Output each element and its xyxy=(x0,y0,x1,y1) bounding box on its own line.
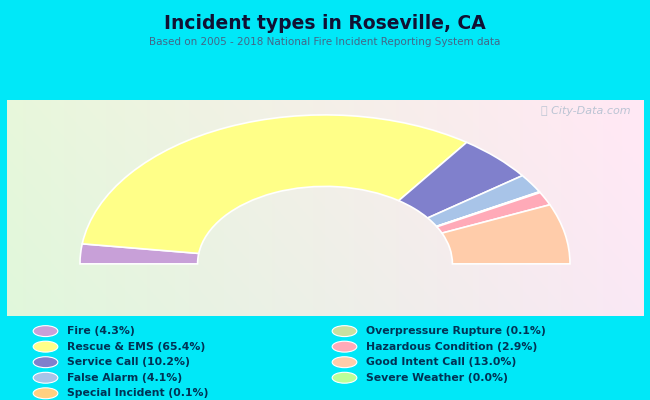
Text: Incident types in Roseville, CA: Incident types in Roseville, CA xyxy=(164,14,486,33)
Ellipse shape xyxy=(332,357,357,368)
Wedge shape xyxy=(437,192,540,226)
Ellipse shape xyxy=(33,341,58,352)
Ellipse shape xyxy=(332,326,357,336)
Wedge shape xyxy=(428,176,540,226)
Wedge shape xyxy=(83,115,467,254)
Text: Overpressure Rupture (0.1%): Overpressure Rupture (0.1%) xyxy=(366,326,546,336)
Text: Severe Weather (0.0%): Severe Weather (0.0%) xyxy=(366,373,508,383)
Text: Fire (4.3%): Fire (4.3%) xyxy=(67,326,135,336)
Ellipse shape xyxy=(33,372,58,383)
Ellipse shape xyxy=(33,388,58,399)
Wedge shape xyxy=(442,205,570,264)
Wedge shape xyxy=(437,192,540,227)
Wedge shape xyxy=(437,192,550,233)
Ellipse shape xyxy=(332,372,357,383)
Ellipse shape xyxy=(332,341,357,352)
Wedge shape xyxy=(80,244,199,264)
Ellipse shape xyxy=(33,326,58,336)
Text: Hazardous Condition (2.9%): Hazardous Condition (2.9%) xyxy=(366,342,537,352)
Text: Special Incident (0.1%): Special Incident (0.1%) xyxy=(67,388,208,398)
Text: Service Call (10.2%): Service Call (10.2%) xyxy=(67,357,190,367)
Text: Good Intent Call (13.0%): Good Intent Call (13.0%) xyxy=(366,357,516,367)
Text: 🔍 City-Data.com: 🔍 City-Data.com xyxy=(541,106,630,116)
Text: Based on 2005 - 2018 National Fire Incident Reporting System data: Based on 2005 - 2018 National Fire Incid… xyxy=(150,37,500,47)
Text: False Alarm (4.1%): False Alarm (4.1%) xyxy=(67,373,182,383)
Text: Rescue & EMS (65.4%): Rescue & EMS (65.4%) xyxy=(67,342,205,352)
Wedge shape xyxy=(398,142,523,218)
Ellipse shape xyxy=(33,357,58,368)
